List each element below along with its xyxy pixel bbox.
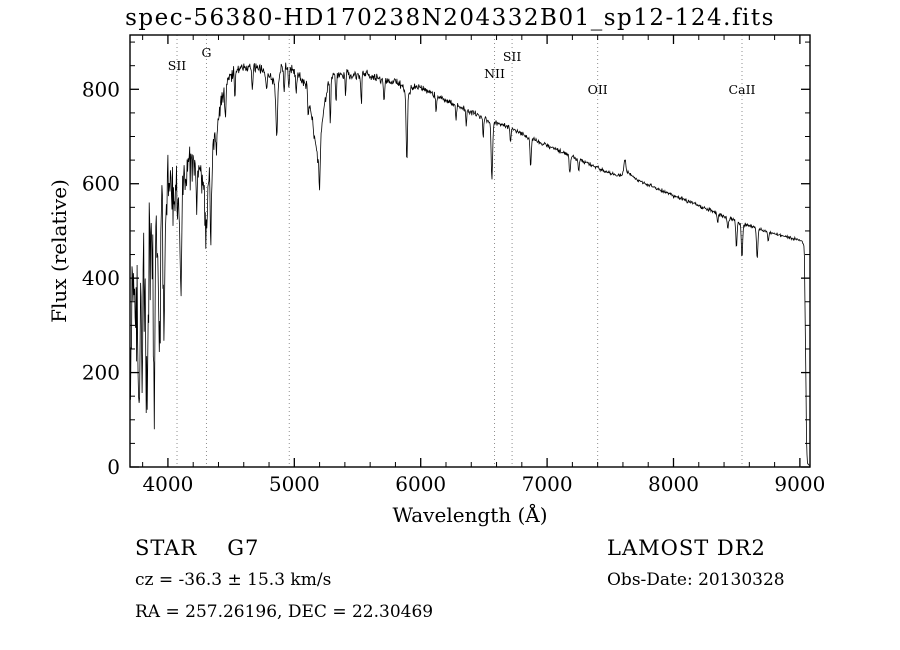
obs-date: Obs-Date: 20130328 xyxy=(607,570,785,590)
x-tick-label: 4000 xyxy=(142,472,193,496)
chart-title: spec-56380-HD170238N204332B01_sp12-124.f… xyxy=(125,5,775,31)
y-tick-label: 400 xyxy=(82,266,120,290)
survey-label: LAMOST DR2 xyxy=(607,536,766,560)
y-tick-label: 200 xyxy=(82,361,120,385)
object-subclass: G7 xyxy=(227,536,260,560)
spectral-line-label: CaII xyxy=(729,82,756,97)
spectral-line-label: G xyxy=(201,45,211,60)
x-axis-label: Wavelength (Å) xyxy=(392,502,547,527)
object-type: STAR xyxy=(135,536,198,560)
radial-velocity: cz = -36.3 ± 15.3 km/s xyxy=(135,570,332,590)
y-tick-label: 600 xyxy=(82,172,120,196)
object-classification: STAR G7 xyxy=(135,536,259,560)
y-tick-label: 800 xyxy=(82,77,120,101)
x-tick-label: 8000 xyxy=(648,472,699,496)
x-tick-label: 6000 xyxy=(395,472,446,496)
y-tick-label: 0 xyxy=(107,455,120,479)
axes-box xyxy=(129,34,811,468)
spectrum-trace xyxy=(129,62,811,466)
spectral-line-label: SII xyxy=(168,58,187,73)
x-tick-label: 9000 xyxy=(774,472,825,496)
x-tick-label: 5000 xyxy=(269,472,320,496)
spectral-line-label: SII xyxy=(503,49,522,64)
spectral-line-label: NII xyxy=(484,66,505,81)
spectral-line-label: OII xyxy=(588,82,608,97)
y-axis-label: Flux (relative) xyxy=(47,179,71,323)
x-tick-label: 7000 xyxy=(522,472,573,496)
coordinates: RA = 257.26196, DEC = 22.30469 xyxy=(135,602,434,622)
